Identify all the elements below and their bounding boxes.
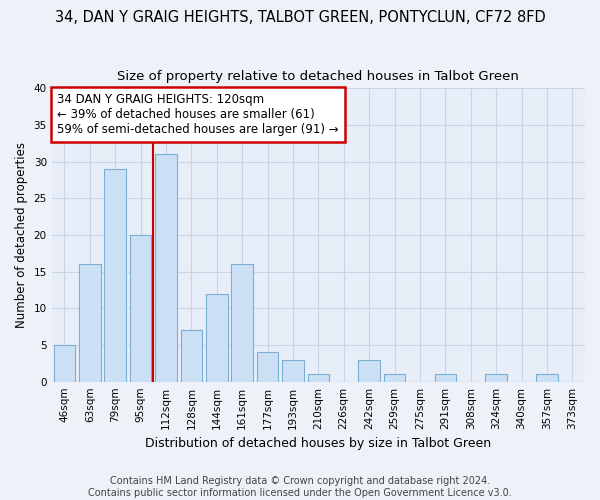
Bar	[536, 374, 557, 382]
Bar	[155, 154, 177, 382]
Bar	[181, 330, 202, 382]
Text: 34 DAN Y GRAIG HEIGHTS: 120sqm
← 39% of detached houses are smaller (61)
59% of : 34 DAN Y GRAIG HEIGHTS: 120sqm ← 39% of …	[57, 92, 338, 136]
Text: 34, DAN Y GRAIG HEIGHTS, TALBOT GREEN, PONTYCLUN, CF72 8FD: 34, DAN Y GRAIG HEIGHTS, TALBOT GREEN, P…	[55, 10, 545, 25]
Bar	[434, 374, 456, 382]
Text: Contains HM Land Registry data © Crown copyright and database right 2024.
Contai: Contains HM Land Registry data © Crown c…	[88, 476, 512, 498]
Bar	[232, 264, 253, 382]
Bar	[485, 374, 507, 382]
Bar	[130, 235, 151, 382]
Bar	[384, 374, 406, 382]
Bar	[308, 374, 329, 382]
Bar	[206, 294, 227, 382]
Bar	[79, 264, 101, 382]
Bar	[53, 345, 75, 382]
Bar	[257, 352, 278, 382]
Y-axis label: Number of detached properties: Number of detached properties	[15, 142, 28, 328]
Bar	[282, 360, 304, 382]
Title: Size of property relative to detached houses in Talbot Green: Size of property relative to detached ho…	[118, 70, 519, 83]
Bar	[104, 169, 126, 382]
X-axis label: Distribution of detached houses by size in Talbot Green: Distribution of detached houses by size …	[145, 437, 491, 450]
Bar	[358, 360, 380, 382]
